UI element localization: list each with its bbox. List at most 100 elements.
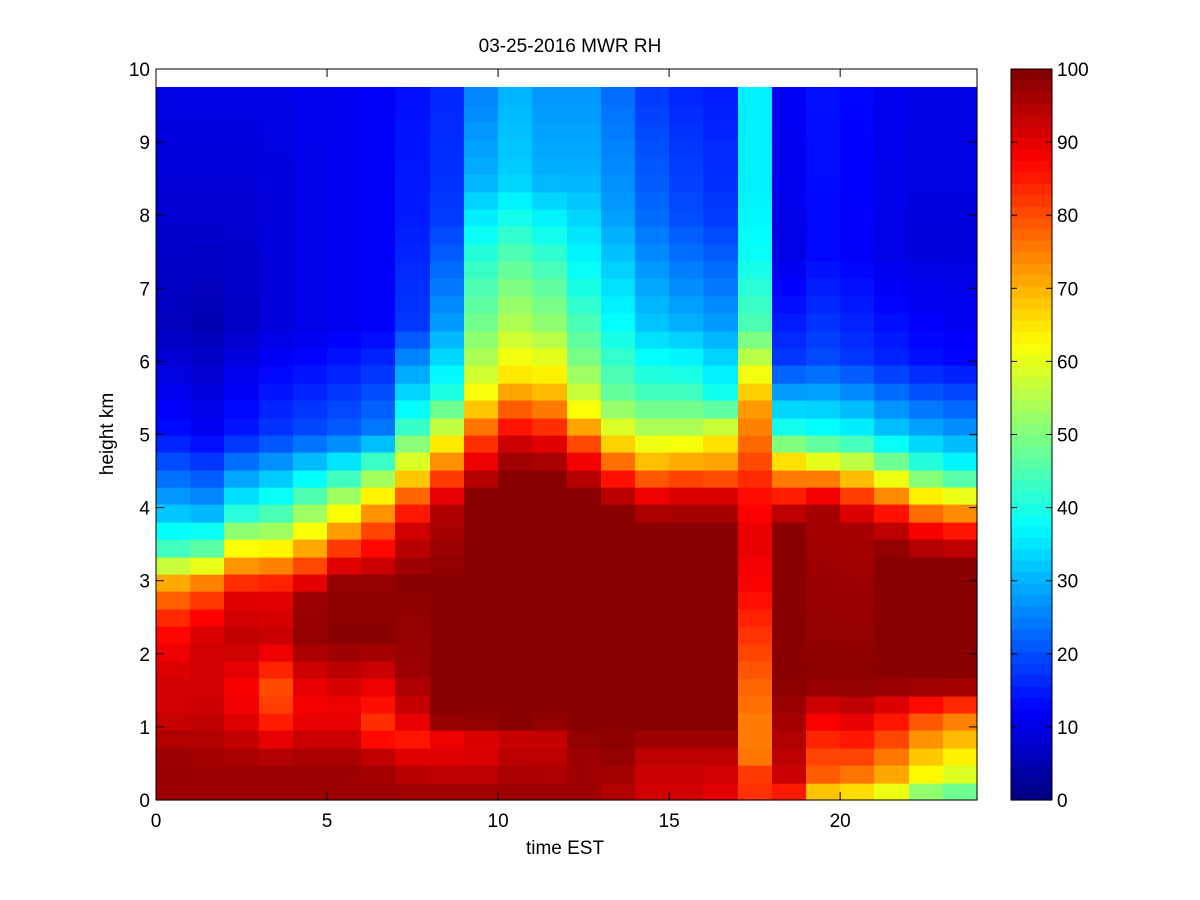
heatmap-cell xyxy=(498,209,533,227)
heatmap-cell xyxy=(259,539,294,558)
heatmap-cell xyxy=(532,470,568,488)
heatmap-cell xyxy=(909,661,944,679)
heatmap-cell xyxy=(430,105,465,123)
heatmap-cell xyxy=(361,696,396,714)
heatmap-cell xyxy=(293,261,328,279)
heatmap-cell xyxy=(327,730,362,749)
heatmap-cell xyxy=(874,174,910,193)
heatmap-cell xyxy=(703,470,739,488)
heatmap-cell xyxy=(874,748,910,766)
colorbar-swatch xyxy=(1011,274,1052,287)
colorbar-tick-label: 0 xyxy=(1057,791,1068,812)
colorbar-swatch xyxy=(1011,217,1052,230)
colorbar-swatch xyxy=(1011,640,1052,653)
heatmap-cell xyxy=(806,487,841,505)
heatmap-cell xyxy=(327,452,362,471)
heatmap-cell xyxy=(293,504,328,523)
heatmap-cell xyxy=(259,591,294,610)
heatmap-cell xyxy=(669,157,704,175)
heatmap-cell xyxy=(361,313,396,332)
heatmap-cell xyxy=(806,418,841,436)
heatmap-cell xyxy=(874,661,910,679)
heatmap-cell xyxy=(806,678,841,697)
heatmap-cell xyxy=(738,557,773,575)
heatmap-cell xyxy=(567,331,602,349)
heatmap-cell xyxy=(259,522,294,540)
heatmap-cell xyxy=(909,226,944,245)
heatmap-cell xyxy=(293,139,328,158)
heatmap-cell xyxy=(601,678,636,697)
heatmap-cell xyxy=(395,418,431,436)
heatmap-cell xyxy=(190,418,225,436)
heatmap-cell xyxy=(430,609,465,627)
heatmap-cell xyxy=(567,157,602,175)
heatmap-cell xyxy=(601,105,636,123)
colorbar-swatch xyxy=(1011,548,1052,561)
heatmap-cell xyxy=(464,226,499,245)
heatmap-cell xyxy=(224,574,260,592)
heatmap-cell xyxy=(190,435,225,453)
y-tick-label: 10 xyxy=(129,60,150,81)
heatmap-cell xyxy=(840,539,875,558)
heatmap-cell xyxy=(874,574,910,592)
heatmap-cell xyxy=(840,122,875,140)
heatmap-cell xyxy=(259,122,294,140)
heatmap-cell xyxy=(259,661,294,679)
heatmap-cell xyxy=(327,644,362,662)
heatmap-cell xyxy=(601,383,636,401)
heatmap-cell xyxy=(293,192,328,210)
heatmap-cell xyxy=(909,278,944,297)
heatmap-cell xyxy=(190,105,225,123)
heatmap-cell xyxy=(293,452,328,471)
heatmap-cell xyxy=(156,504,191,523)
heatmap-cell xyxy=(532,400,568,419)
heatmap-cell xyxy=(156,157,191,175)
heatmap-cell xyxy=(772,696,807,714)
heatmap-cell xyxy=(909,331,944,349)
heatmap-cell xyxy=(293,661,328,679)
heatmap-cell xyxy=(259,644,294,662)
heatmap-cell xyxy=(464,122,499,140)
heatmap-cell xyxy=(806,504,841,523)
heatmap-cell xyxy=(669,678,704,697)
heatmap-cell xyxy=(909,452,944,471)
heatmap-cell xyxy=(190,574,225,592)
heatmap-cell xyxy=(395,539,431,558)
heatmap-cell xyxy=(635,192,670,210)
heatmap-cell xyxy=(327,470,362,488)
heatmap-cell xyxy=(874,678,910,697)
heatmap-cell xyxy=(772,174,807,193)
heatmap-cell xyxy=(327,313,362,332)
heatmap-cell xyxy=(395,383,431,401)
heatmap-cell xyxy=(430,487,465,505)
colorbar-swatch xyxy=(1011,320,1052,333)
heatmap-cell xyxy=(703,678,739,697)
heatmap-cell xyxy=(943,487,978,505)
y-tick-label: 5 xyxy=(139,426,150,447)
heatmap-cell xyxy=(772,139,807,158)
heatmap-cell xyxy=(669,452,704,471)
heatmap-cell xyxy=(327,574,362,592)
heatmap-cell xyxy=(635,452,670,471)
heatmap-cell xyxy=(738,244,773,262)
heatmap-cell xyxy=(635,470,670,488)
heatmap-cell xyxy=(361,296,396,314)
heatmap-cell xyxy=(156,557,191,575)
heatmap-cell xyxy=(498,504,533,523)
heatmap-cell xyxy=(703,278,739,297)
heatmap-cell xyxy=(190,452,225,471)
heatmap-cell xyxy=(567,105,602,123)
heatmap-cell xyxy=(224,591,260,610)
heatmap-cell xyxy=(395,122,431,140)
heatmap-cell xyxy=(259,487,294,505)
heatmap-cell xyxy=(224,313,260,332)
colorbar-swatch xyxy=(1011,423,1052,436)
heatmap-cell xyxy=(190,783,225,801)
colorbar-swatch xyxy=(1011,228,1052,241)
heatmap-cell xyxy=(224,783,260,801)
heatmap-cell xyxy=(464,348,499,366)
heatmap-cell xyxy=(327,383,362,401)
heatmap-cell xyxy=(840,748,875,766)
heatmap-cell xyxy=(840,278,875,297)
heatmap-cell xyxy=(464,331,499,349)
